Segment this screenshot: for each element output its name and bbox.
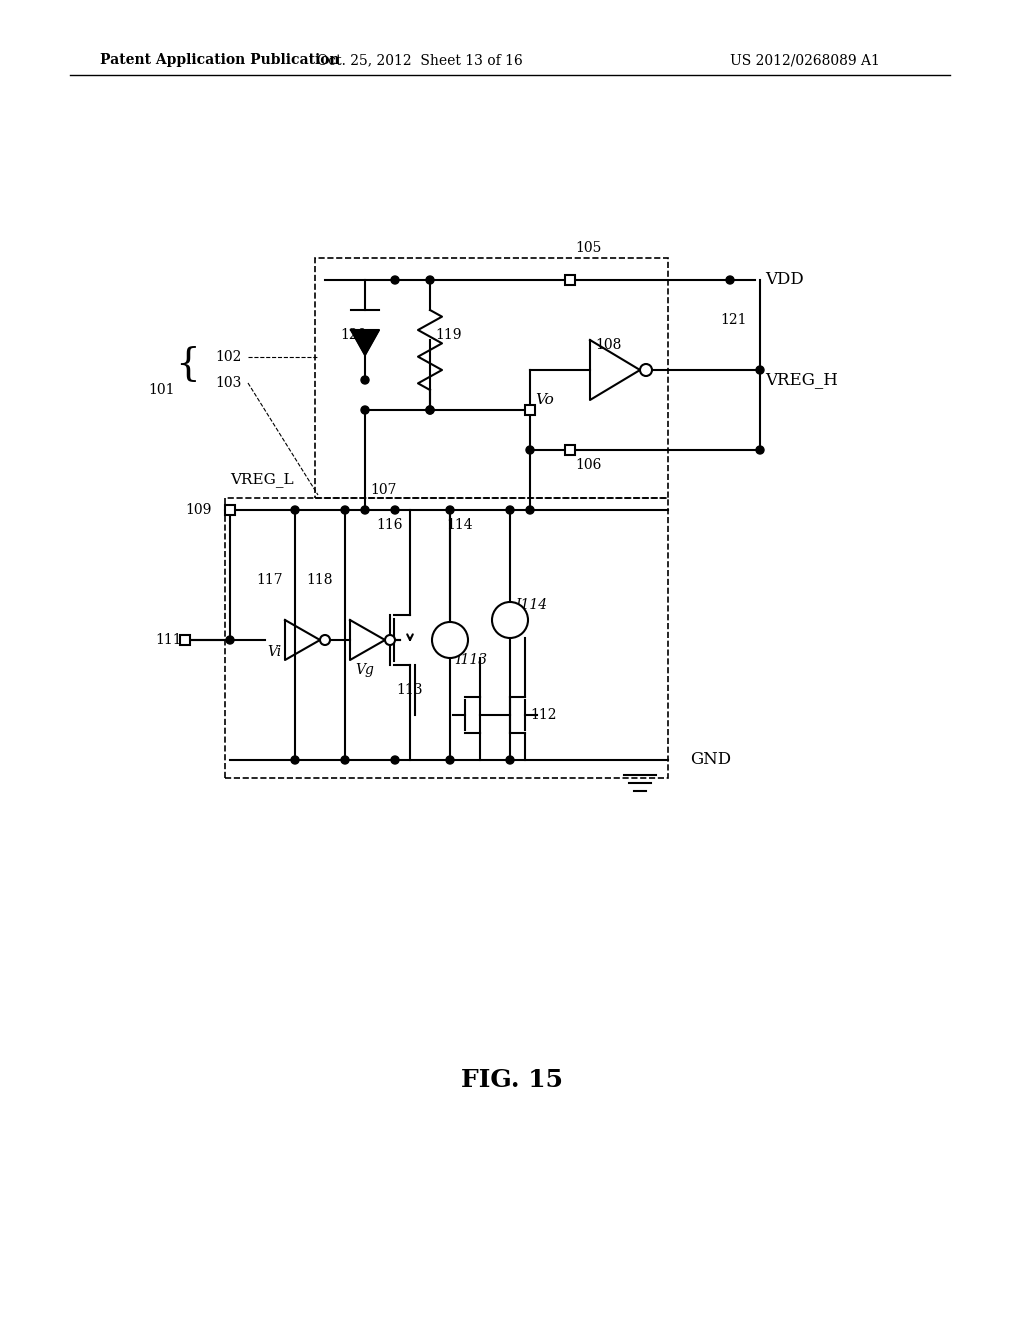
Bar [565, 445, 575, 455]
Text: Vi: Vi [267, 645, 282, 659]
Text: 107: 107 [370, 483, 396, 498]
Text: 116: 116 [377, 517, 403, 532]
Text: FIG. 15: FIG. 15 [461, 1068, 563, 1092]
Circle shape [426, 407, 434, 414]
Circle shape [506, 756, 514, 764]
Text: Oct. 25, 2012  Sheet 13 of 16: Oct. 25, 2012 Sheet 13 of 16 [317, 53, 523, 67]
Text: 112: 112 [530, 708, 556, 722]
Text: VREG_L: VREG_L [230, 473, 294, 487]
Circle shape [756, 446, 764, 454]
Circle shape [361, 506, 369, 513]
Text: VREG_H: VREG_H [765, 371, 838, 388]
Circle shape [385, 635, 395, 645]
Circle shape [526, 446, 534, 454]
Text: 101: 101 [148, 383, 175, 397]
Text: 105: 105 [575, 242, 601, 255]
Text: Patent Application Publication: Patent Application Publication [100, 53, 340, 67]
Text: VDD: VDD [765, 272, 804, 289]
Text: 109: 109 [185, 503, 211, 517]
Circle shape [341, 756, 349, 764]
Circle shape [319, 635, 330, 645]
Text: 120: 120 [340, 327, 367, 342]
Bar [525, 405, 535, 414]
Text: 106: 106 [575, 458, 601, 473]
Polygon shape [351, 330, 379, 355]
Circle shape [640, 364, 652, 376]
Circle shape [391, 276, 399, 284]
Circle shape [426, 276, 434, 284]
Text: 102: 102 [215, 350, 242, 364]
Text: 119: 119 [435, 327, 462, 342]
Bar [565, 275, 575, 285]
Text: Vg: Vg [355, 663, 374, 677]
Bar [180, 635, 190, 645]
Text: 121: 121 [720, 313, 746, 327]
Bar [225, 506, 234, 515]
Text: 108: 108 [595, 338, 622, 352]
Text: 117: 117 [256, 573, 283, 587]
Text: GND: GND [690, 751, 731, 768]
Circle shape [432, 622, 468, 657]
Circle shape [291, 756, 299, 764]
Text: {: { [175, 346, 200, 384]
Circle shape [391, 506, 399, 513]
Circle shape [361, 407, 369, 414]
Text: 111: 111 [155, 634, 181, 647]
Circle shape [726, 276, 734, 284]
Circle shape [426, 407, 434, 414]
Circle shape [756, 366, 764, 374]
Text: Vo: Vo [535, 393, 554, 407]
Circle shape [361, 376, 369, 384]
Text: US 2012/0268089 A1: US 2012/0268089 A1 [730, 53, 880, 67]
Text: I113: I113 [455, 653, 487, 667]
Circle shape [526, 506, 534, 513]
Circle shape [506, 506, 514, 513]
Circle shape [492, 602, 528, 638]
Text: 114: 114 [446, 517, 473, 532]
Circle shape [291, 506, 299, 513]
Circle shape [391, 756, 399, 764]
Text: 113: 113 [396, 682, 423, 697]
Text: I114: I114 [515, 598, 547, 612]
Text: 103: 103 [215, 376, 242, 389]
Circle shape [446, 506, 454, 513]
Circle shape [226, 636, 234, 644]
Circle shape [341, 506, 349, 513]
Text: 118: 118 [306, 573, 333, 587]
Circle shape [446, 756, 454, 764]
